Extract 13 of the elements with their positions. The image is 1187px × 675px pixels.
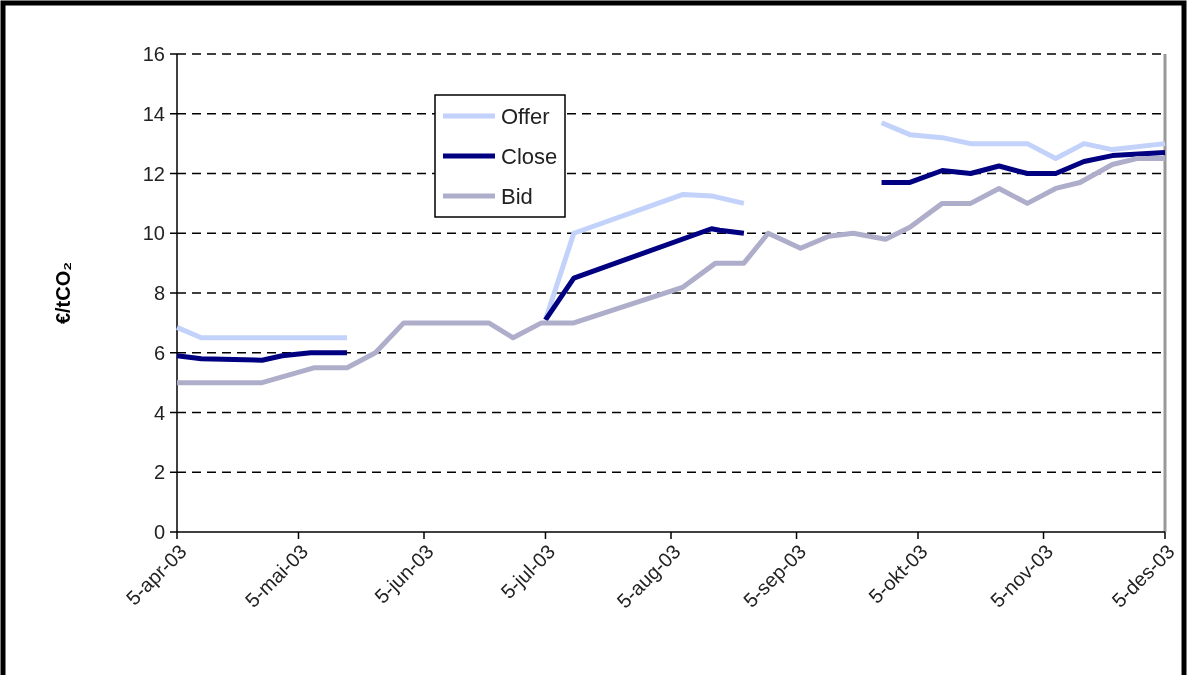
legend-label: Close	[501, 143, 558, 169]
y-tick-label: 14	[142, 102, 165, 125]
legend-label: Bid	[501, 183, 533, 209]
y-tick-label: 4	[153, 401, 165, 424]
y-axis-title: €/tCO₂	[52, 261, 74, 325]
legend-label: Offer	[501, 103, 550, 129]
y-tick-label: 12	[142, 162, 165, 185]
y-tick-label: 0	[153, 521, 165, 543]
y-tick-label: 8	[153, 282, 165, 304]
y-tick-label: 6	[153, 341, 165, 364]
y-tick-label: 16	[142, 43, 165, 65]
y-tick-label: 10	[142, 222, 165, 245]
y-tick-label: 2	[153, 461, 165, 484]
